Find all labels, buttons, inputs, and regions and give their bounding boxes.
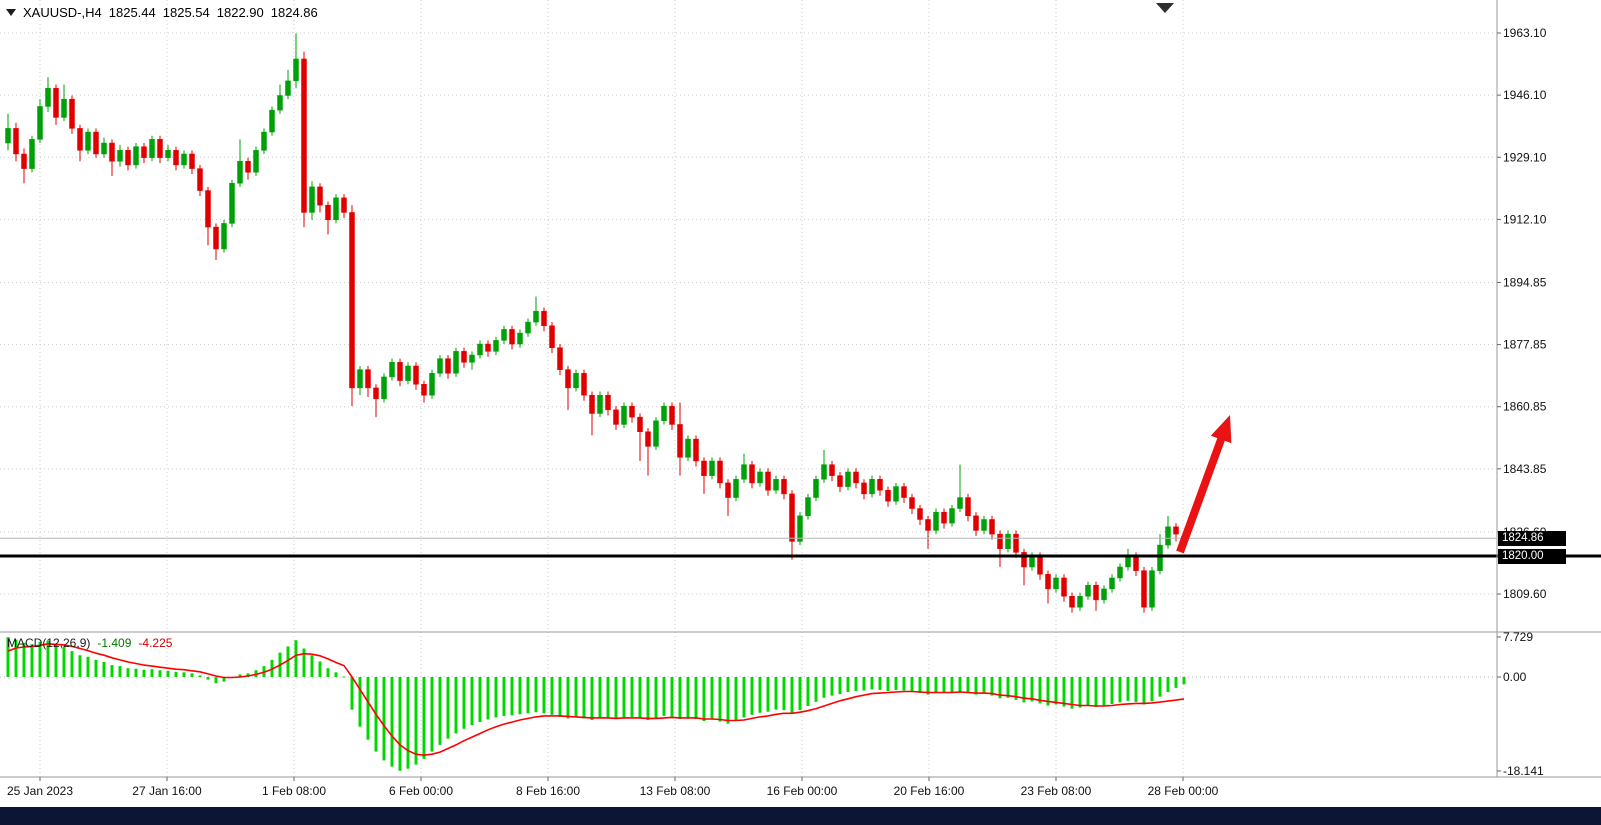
svg-text:8 Feb 16:00: 8 Feb 16:00 <box>516 784 580 798</box>
svg-text:6 Feb 00:00: 6 Feb 00:00 <box>389 784 453 798</box>
svg-text:0.00: 0.00 <box>1503 670 1527 684</box>
svg-text:27 Jan 16:00: 27 Jan 16:00 <box>132 784 202 798</box>
symbol-period-label: XAUUSD-,H4 <box>23 5 102 20</box>
svg-text:1963.10: 1963.10 <box>1503 26 1547 40</box>
svg-text:-18.141: -18.141 <box>1503 764 1544 778</box>
ohlc-low: 1822.90 <box>216 5 264 20</box>
svg-text:1894.85: 1894.85 <box>1503 275 1547 289</box>
price-axis[interactable]: 1963.10 1946.10 1929.10 1912.10 1894.85 1877.… <box>1497 26 1547 601</box>
ohlc-high: 1825.54 <box>162 5 210 20</box>
ohlc-close: 1824.86 <box>270 5 318 20</box>
macd-signal-line <box>7 642 1185 757</box>
macd-main-value: -1.409 <box>97 636 132 650</box>
ohlc-open: 1825.44 <box>108 5 156 20</box>
svg-text:1929.10: 1929.10 <box>1503 150 1547 164</box>
svg-text:13 Feb 08:00: 13 Feb 08:00 <box>640 784 711 798</box>
macd-name: MACD(12,26,9) <box>7 636 91 650</box>
svg-text:1860.85: 1860.85 <box>1503 400 1547 414</box>
symbol-ohlc-header: XAUUSD-,H4 1825.44 1825.54 1822.90 1824.… <box>6 5 318 20</box>
panel-separators <box>0 0 1601 778</box>
svg-text:16 Feb 00:00: 16 Feb 00:00 <box>767 784 838 798</box>
macd-histogram <box>6 637 1186 771</box>
trend-arrow-annotation[interactable] <box>1176 415 1232 554</box>
svg-text:25 Jan 2023: 25 Jan 2023 <box>7 784 73 798</box>
bottom-window-bar <box>0 807 1601 825</box>
svg-text:1877.85: 1877.85 <box>1503 338 1547 352</box>
svg-text:1946.10: 1946.10 <box>1503 88 1547 102</box>
svg-text:1809.60: 1809.60 <box>1503 587 1547 601</box>
svg-text:7.729: 7.729 <box>1503 630 1533 644</box>
gridlines <box>0 0 1496 777</box>
svg-text:1912.10: 1912.10 <box>1503 212 1547 226</box>
symbol-marker-icon <box>6 9 16 16</box>
hline-price-badge: 1820.00 <box>1498 549 1566 564</box>
svg-text:1843.85: 1843.85 <box>1503 462 1547 476</box>
svg-text:1 Feb 08:00: 1 Feb 08:00 <box>262 784 326 798</box>
macd-signal-value: -4.225 <box>138 636 173 650</box>
svg-text:20 Feb 16:00: 20 Feb 16:00 <box>894 784 965 798</box>
macd-axis[interactable]: 7.729 0.00 -18.141 <box>1497 630 1544 778</box>
svg-text:28 Feb 00:00: 28 Feb 00:00 <box>1148 784 1219 798</box>
svg-text:23 Feb 08:00: 23 Feb 08:00 <box>1021 784 1092 798</box>
candles <box>5 33 1187 613</box>
time-axis[interactable]: 25 Jan 2023 27 Jan 16:00 1 Feb 08:00 6 Feb … <box>7 777 1219 798</box>
macd-indicator-label: MACD(12,26,9) -1.409 -4.225 <box>7 636 172 650</box>
chart-shift-icon[interactable] <box>1156 3 1174 13</box>
current-price-badge: 1824.86 <box>1498 531 1566 546</box>
